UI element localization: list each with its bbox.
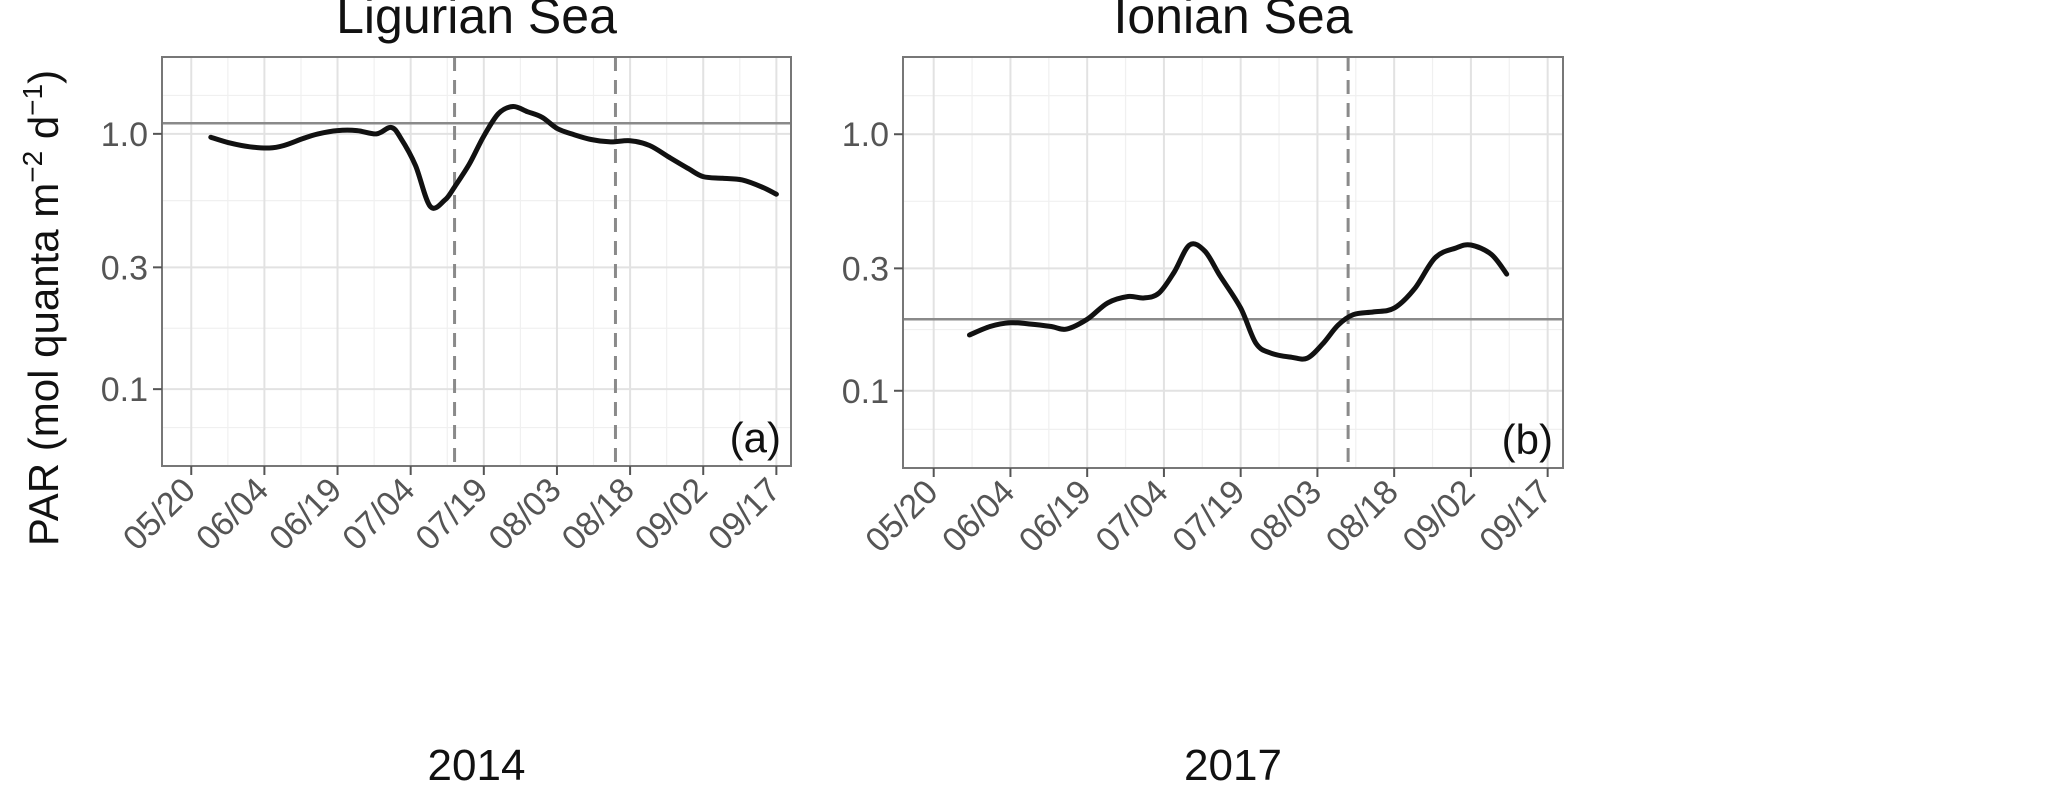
plot-border xyxy=(902,56,1564,469)
panel-label: (b) xyxy=(1502,416,1553,463)
x-tick-label: 09/02 xyxy=(1396,473,1483,560)
y-label-end: ) xyxy=(20,70,67,84)
panel-ligurian-sea: 0.10.31.005/2006/0406/1907/0407/1908/030… xyxy=(101,0,792,790)
grid xyxy=(162,57,791,466)
x-tick-label: 07/19 xyxy=(1165,473,1252,560)
grid xyxy=(903,57,1563,468)
y-tick-label: 0.3 xyxy=(842,250,889,288)
y-tick-label: 0.3 xyxy=(101,249,148,287)
x-tick-label: 09/17 xyxy=(1472,473,1559,560)
x-axis-label: 2014 xyxy=(428,741,526,790)
x-tick-label: 09/02 xyxy=(628,471,715,558)
plot-background xyxy=(903,57,1563,468)
x-tick-label: 08/18 xyxy=(1319,473,1406,560)
x-tick-label: 06/04 xyxy=(189,471,276,558)
x-tick-label: 06/19 xyxy=(1012,473,1099,560)
par-series-line xyxy=(967,241,1510,362)
y-label-mid: d xyxy=(20,116,67,151)
par-series-line xyxy=(208,104,779,211)
x-tick-label: 07/04 xyxy=(335,471,422,558)
x-tick-label: 09/17 xyxy=(701,471,788,558)
y-label-sup1: −2 xyxy=(17,151,48,183)
panel-title: Ligurian Sea xyxy=(336,0,617,44)
y-axis-label: PAR (mol quanta m−2 d−1) xyxy=(17,70,67,546)
x-tick-label: 07/04 xyxy=(1089,473,1176,560)
x-tick-label: 05/20 xyxy=(858,473,945,560)
panel-title: Ionian Sea xyxy=(1113,0,1352,44)
x-tick-label: 08/03 xyxy=(1242,473,1329,560)
x-tick-label: 06/04 xyxy=(935,473,1022,560)
x-tick-label: 06/19 xyxy=(262,471,349,558)
y-tick-label: 1.0 xyxy=(101,116,148,154)
y-tick-label: 1.0 xyxy=(842,116,889,154)
x-tick-label: 05/20 xyxy=(116,471,203,558)
panel-label: (a) xyxy=(730,414,781,461)
y-label-sup2: −1 xyxy=(17,84,48,116)
plot-background xyxy=(162,57,791,466)
y-tick-label: 0.1 xyxy=(101,371,148,409)
svg-text:PAR (mol quanta m−2 d−1): PAR (mol quanta m−2 d−1) xyxy=(17,70,67,546)
panel-ionian-sea: 0.10.31.005/2006/0406/1907/0407/1908/030… xyxy=(842,0,1564,790)
x-axis-label: 2017 xyxy=(1184,741,1282,790)
x-tick-label: 07/19 xyxy=(408,471,495,558)
x-tick-label: 08/18 xyxy=(555,471,642,558)
x-tick-label: 08/03 xyxy=(482,471,569,558)
plot-border xyxy=(161,56,792,467)
y-tick-label: 0.1 xyxy=(842,373,889,411)
y-label-main: PAR (mol quanta m xyxy=(20,183,67,546)
